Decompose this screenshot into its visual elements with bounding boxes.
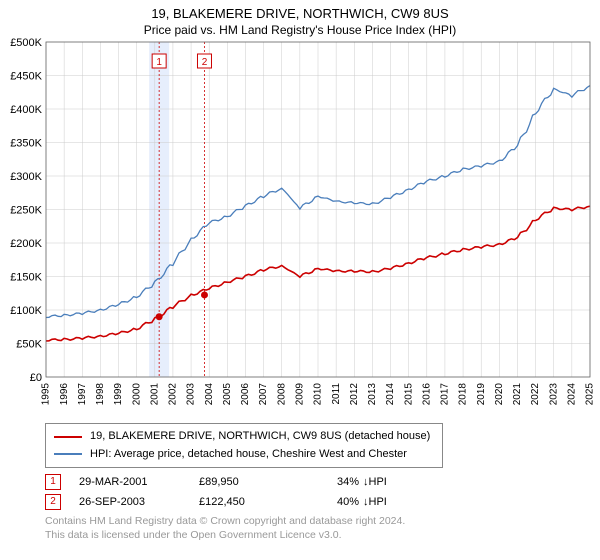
sale-date: 26-SEP-2003 bbox=[79, 496, 199, 508]
x-tick-label: 2021 bbox=[512, 383, 523, 406]
x-tick-label: 2005 bbox=[222, 383, 233, 406]
x-tick-label: 2022 bbox=[530, 383, 541, 406]
y-tick-label: £450K bbox=[10, 71, 42, 83]
footer-line-2: This data is licensed under the Open Gov… bbox=[45, 528, 600, 542]
sale-price: £89,950 bbox=[199, 476, 299, 488]
y-tick-label: £500K bbox=[10, 37, 42, 49]
footer-line-1: Contains HM Land Registry data © Crown c… bbox=[45, 514, 600, 528]
chart-subtitle: Price paid vs. HM Land Registry's House … bbox=[0, 23, 600, 37]
x-tick-label: 2016 bbox=[421, 383, 432, 406]
y-tick-label: £200K bbox=[10, 238, 42, 250]
legend-label: HPI: Average price, detached house, Ches… bbox=[90, 446, 407, 464]
x-tick-label: 2024 bbox=[567, 383, 578, 406]
y-tick-label: £300K bbox=[10, 171, 42, 183]
sales-table: 129-MAR-2001£89,95034% ↓ HPI226-SEP-2003… bbox=[45, 474, 600, 510]
x-tick-label: 2015 bbox=[403, 383, 414, 406]
x-tick-label: 2008 bbox=[276, 383, 287, 406]
sale-gap: 40% bbox=[299, 496, 363, 508]
x-tick-label: 2007 bbox=[258, 383, 269, 406]
title-block: 19, BLAKEMERE DRIVE, NORTHWICH, CW9 8US … bbox=[0, 0, 600, 37]
chart-area: £0 £50K £100K £150K £200K £250K £300K £350K £400… bbox=[0, 37, 600, 417]
y-tick-label: £100K bbox=[10, 305, 42, 317]
chart-title: 19, BLAKEMERE DRIVE, NORTHWICH, CW9 8US bbox=[0, 6, 600, 21]
sale-marker-icon: 1 bbox=[45, 474, 61, 490]
x-tick-label: 1998 bbox=[95, 383, 106, 406]
x-tick-label: 2000 bbox=[131, 383, 142, 406]
x-tick-label: 2003 bbox=[186, 383, 197, 406]
sale-row: 226-SEP-2003£122,45040% ↓ HPI bbox=[45, 494, 600, 510]
y-tick-label: £350K bbox=[10, 138, 42, 150]
x-tick-label: 2023 bbox=[548, 383, 559, 406]
sale-date: 29-MAR-2001 bbox=[79, 476, 199, 488]
legend-row: 19, BLAKEMERE DRIVE, NORTHWICH, CW9 8US … bbox=[54, 428, 434, 446]
sale-suffix: HPI bbox=[369, 496, 387, 508]
chart-svg: £0 £50K £100K £150K £200K £250K £300K £350K £400… bbox=[0, 37, 600, 417]
x-tick-label: 1996 bbox=[59, 383, 70, 406]
x-tick-label: 1999 bbox=[113, 383, 124, 406]
legend-swatch bbox=[54, 436, 82, 438]
x-tick-label: 2009 bbox=[295, 383, 306, 406]
x-tick-label: 2014 bbox=[385, 383, 396, 406]
y-tick-label: £150K bbox=[10, 272, 42, 284]
x-tick-label: 2018 bbox=[458, 383, 469, 406]
y-tick-label: £400K bbox=[10, 104, 42, 116]
sale-price: £122,450 bbox=[199, 496, 299, 508]
legend-row: HPI: Average price, detached house, Ches… bbox=[54, 446, 434, 464]
legend-swatch bbox=[54, 453, 82, 455]
x-tick-label: 2012 bbox=[349, 383, 360, 406]
y-tick-label: £50K bbox=[16, 339, 42, 351]
sale-marker-num: 1 bbox=[156, 57, 162, 68]
x-tick-label: 2004 bbox=[204, 383, 215, 406]
y-tick-label: £250K bbox=[10, 205, 42, 217]
x-tick-label: 1997 bbox=[77, 383, 88, 406]
sale-dot bbox=[201, 291, 208, 298]
footer: Contains HM Land Registry data © Crown c… bbox=[45, 514, 600, 542]
sale-suffix: HPI bbox=[369, 476, 387, 488]
x-tick-label: 2011 bbox=[331, 383, 342, 405]
legend: 19, BLAKEMERE DRIVE, NORTHWICH, CW9 8US … bbox=[45, 423, 443, 468]
x-tick-label: 2025 bbox=[585, 383, 596, 406]
x-tick-label: 2010 bbox=[313, 383, 324, 406]
x-tick-label: 1995 bbox=[41, 383, 52, 406]
sale-gap: 34% bbox=[299, 476, 363, 488]
x-tick-label: 2013 bbox=[367, 383, 378, 406]
sale-row: 129-MAR-2001£89,95034% ↓ HPI bbox=[45, 474, 600, 490]
x-tick-label: 2006 bbox=[240, 383, 251, 406]
y-tick-label: £0 bbox=[30, 372, 42, 384]
x-tick-label: 2020 bbox=[494, 383, 505, 406]
legend-label: 19, BLAKEMERE DRIVE, NORTHWICH, CW9 8US … bbox=[90, 428, 430, 446]
x-tick-label: 2002 bbox=[168, 383, 179, 406]
x-tick-label: 2019 bbox=[476, 383, 487, 406]
x-tick-label: 2017 bbox=[440, 383, 451, 406]
x-tick-label: 2001 bbox=[149, 383, 160, 406]
sale-marker-num: 2 bbox=[202, 57, 208, 68]
sale-marker-icon: 2 bbox=[45, 494, 61, 510]
